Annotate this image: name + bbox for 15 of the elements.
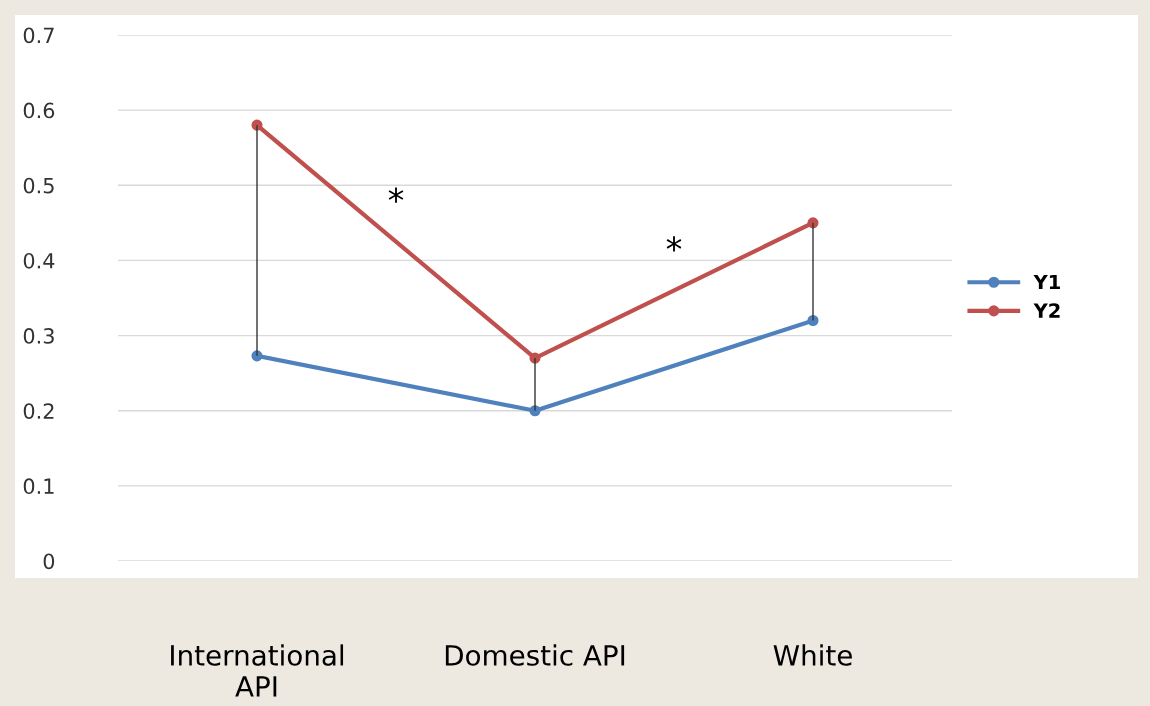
y-tick-label: 0.4: [23, 252, 55, 269]
x-tick-label: White: [773, 644, 852, 666]
y-tick-label: 0.5: [23, 177, 54, 194]
y-tick-label: 0.2: [23, 403, 54, 419]
y-tick-label: 0.1: [23, 478, 54, 495]
y-tick-label: 0.6: [23, 102, 55, 119]
y-tick-label: 0: [43, 553, 55, 570]
annotation: *: [388, 187, 404, 203]
x-tick-label: International API: [171, 644, 344, 697]
annotation: *: [666, 236, 682, 252]
x-tick-label: Domestic API: [445, 644, 625, 666]
legend-label: Y1: [1033, 274, 1060, 290]
y-tick-label: 0.7: [23, 27, 54, 44]
y-tick-label: 0.3: [23, 328, 54, 344]
legend-label: Y2: [1033, 303, 1060, 318]
